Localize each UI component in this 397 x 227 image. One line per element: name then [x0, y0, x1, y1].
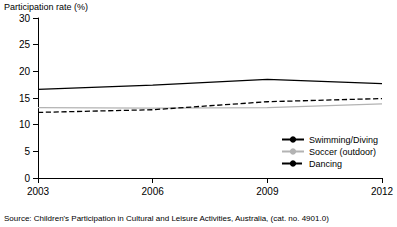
svg-text:20: 20 [19, 66, 31, 77]
svg-text:Source: Children's Participati: Source: Children's Participation in Cult… [4, 214, 329, 223]
svg-text:2009: 2009 [256, 186, 279, 197]
svg-text:Swimming/Diving: Swimming/Diving [309, 135, 378, 145]
svg-text:Participation rate (%): Participation rate (%) [4, 2, 88, 12]
svg-text:2006: 2006 [142, 186, 165, 197]
svg-text:Soccer (outdoor): Soccer (outdoor) [309, 147, 376, 157]
svg-text:15: 15 [19, 93, 31, 104]
svg-text:10: 10 [19, 119, 31, 130]
svg-text:30: 30 [19, 13, 31, 24]
svg-text:Dancing: Dancing [309, 159, 342, 169]
svg-text:0: 0 [24, 173, 30, 184]
svg-text:2012: 2012 [371, 186, 394, 197]
svg-text:2003: 2003 [27, 186, 50, 197]
svg-text:25: 25 [19, 39, 31, 50]
svg-text:5: 5 [24, 146, 30, 157]
